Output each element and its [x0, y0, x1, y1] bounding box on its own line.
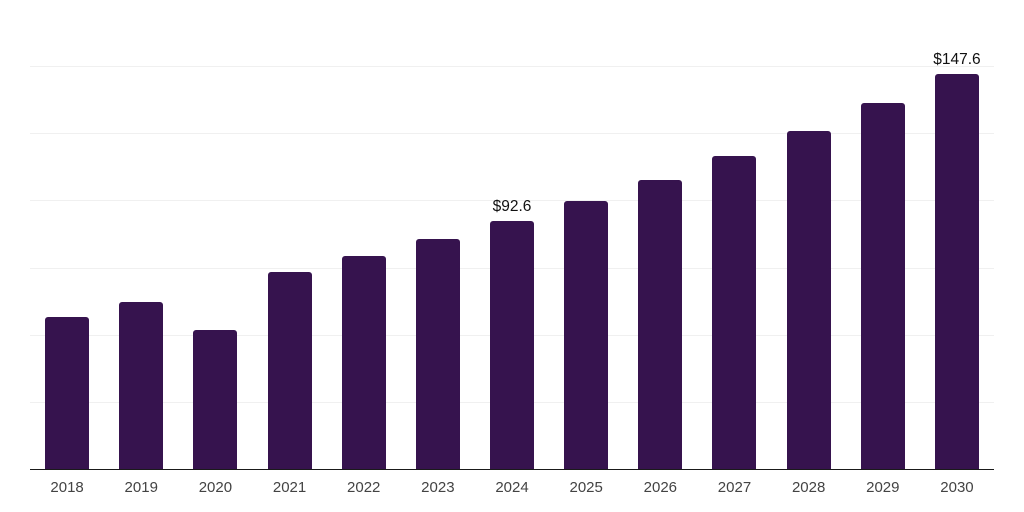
gridline-125 — [30, 133, 994, 135]
bar-group-2023 — [401, 0, 475, 470]
bar-2026 — [638, 179, 683, 470]
bar-group-2022 — [327, 0, 401, 470]
bar-group-2019 — [104, 0, 178, 470]
bar-2023 — [415, 238, 460, 470]
bar-group-2030: $147.6 — [920, 0, 994, 470]
x-tick-2029: 2029 — [866, 479, 900, 496]
bar-group-2020 — [178, 0, 252, 470]
bar-2027 — [712, 155, 757, 470]
gridline-100 — [30, 200, 994, 202]
x-tick-2019: 2019 — [124, 479, 158, 496]
bar-group-2025 — [549, 0, 623, 470]
x-tick-2030: 2030 — [940, 479, 974, 496]
gridline-150 — [30, 66, 994, 68]
x-tick-2018: 2018 — [50, 479, 84, 496]
bar-group-2028 — [772, 0, 846, 470]
bar-group-2029 — [846, 0, 920, 470]
bar-2022 — [341, 256, 386, 470]
bar-group-2018 — [30, 0, 104, 470]
bar-value-label-2024: $92.6 — [492, 198, 532, 216]
bar-group-2026 — [623, 0, 697, 470]
x-tick-2025: 2025 — [569, 479, 603, 496]
x-tick-2027: 2027 — [717, 479, 752, 496]
bar-2021 — [267, 271, 312, 470]
x-tick-2020: 2020 — [198, 479, 233, 496]
x-tick-2028: 2028 — [791, 479, 826, 496]
bar-group-2027 — [697, 0, 771, 470]
bar-2028 — [786, 130, 831, 470]
bar-2030 — [934, 73, 979, 470]
bar-2019 — [119, 302, 164, 470]
x-tick-2022: 2022 — [347, 479, 381, 496]
x-tick-2026: 2026 — [643, 479, 678, 496]
bar-group-2024: $92.6 — [475, 0, 549, 470]
x-axis-labels: 2018 2019 2020 2021 2022 2023 2024 2025 2026 2027… — [30, 479, 994, 496]
bars: $92.6 $147.6 — [30, 0, 994, 470]
bar-2018 — [45, 317, 90, 470]
plot-area: $92.6 $147.6 — [30, 0, 994, 470]
x-tick-2024: 2024 — [495, 479, 529, 496]
bar-2024 — [490, 221, 535, 470]
bar-group-2021 — [252, 0, 326, 470]
x-axis-line — [30, 468, 994, 470]
x-tick-2023: 2023 — [421, 479, 455, 496]
bar-2020 — [193, 330, 238, 470]
bar-2029 — [860, 103, 905, 470]
x-tick-2021: 2021 — [272, 479, 307, 496]
bar-2025 — [564, 200, 609, 470]
bar-value-label-2030: $147.6 — [933, 50, 981, 68]
